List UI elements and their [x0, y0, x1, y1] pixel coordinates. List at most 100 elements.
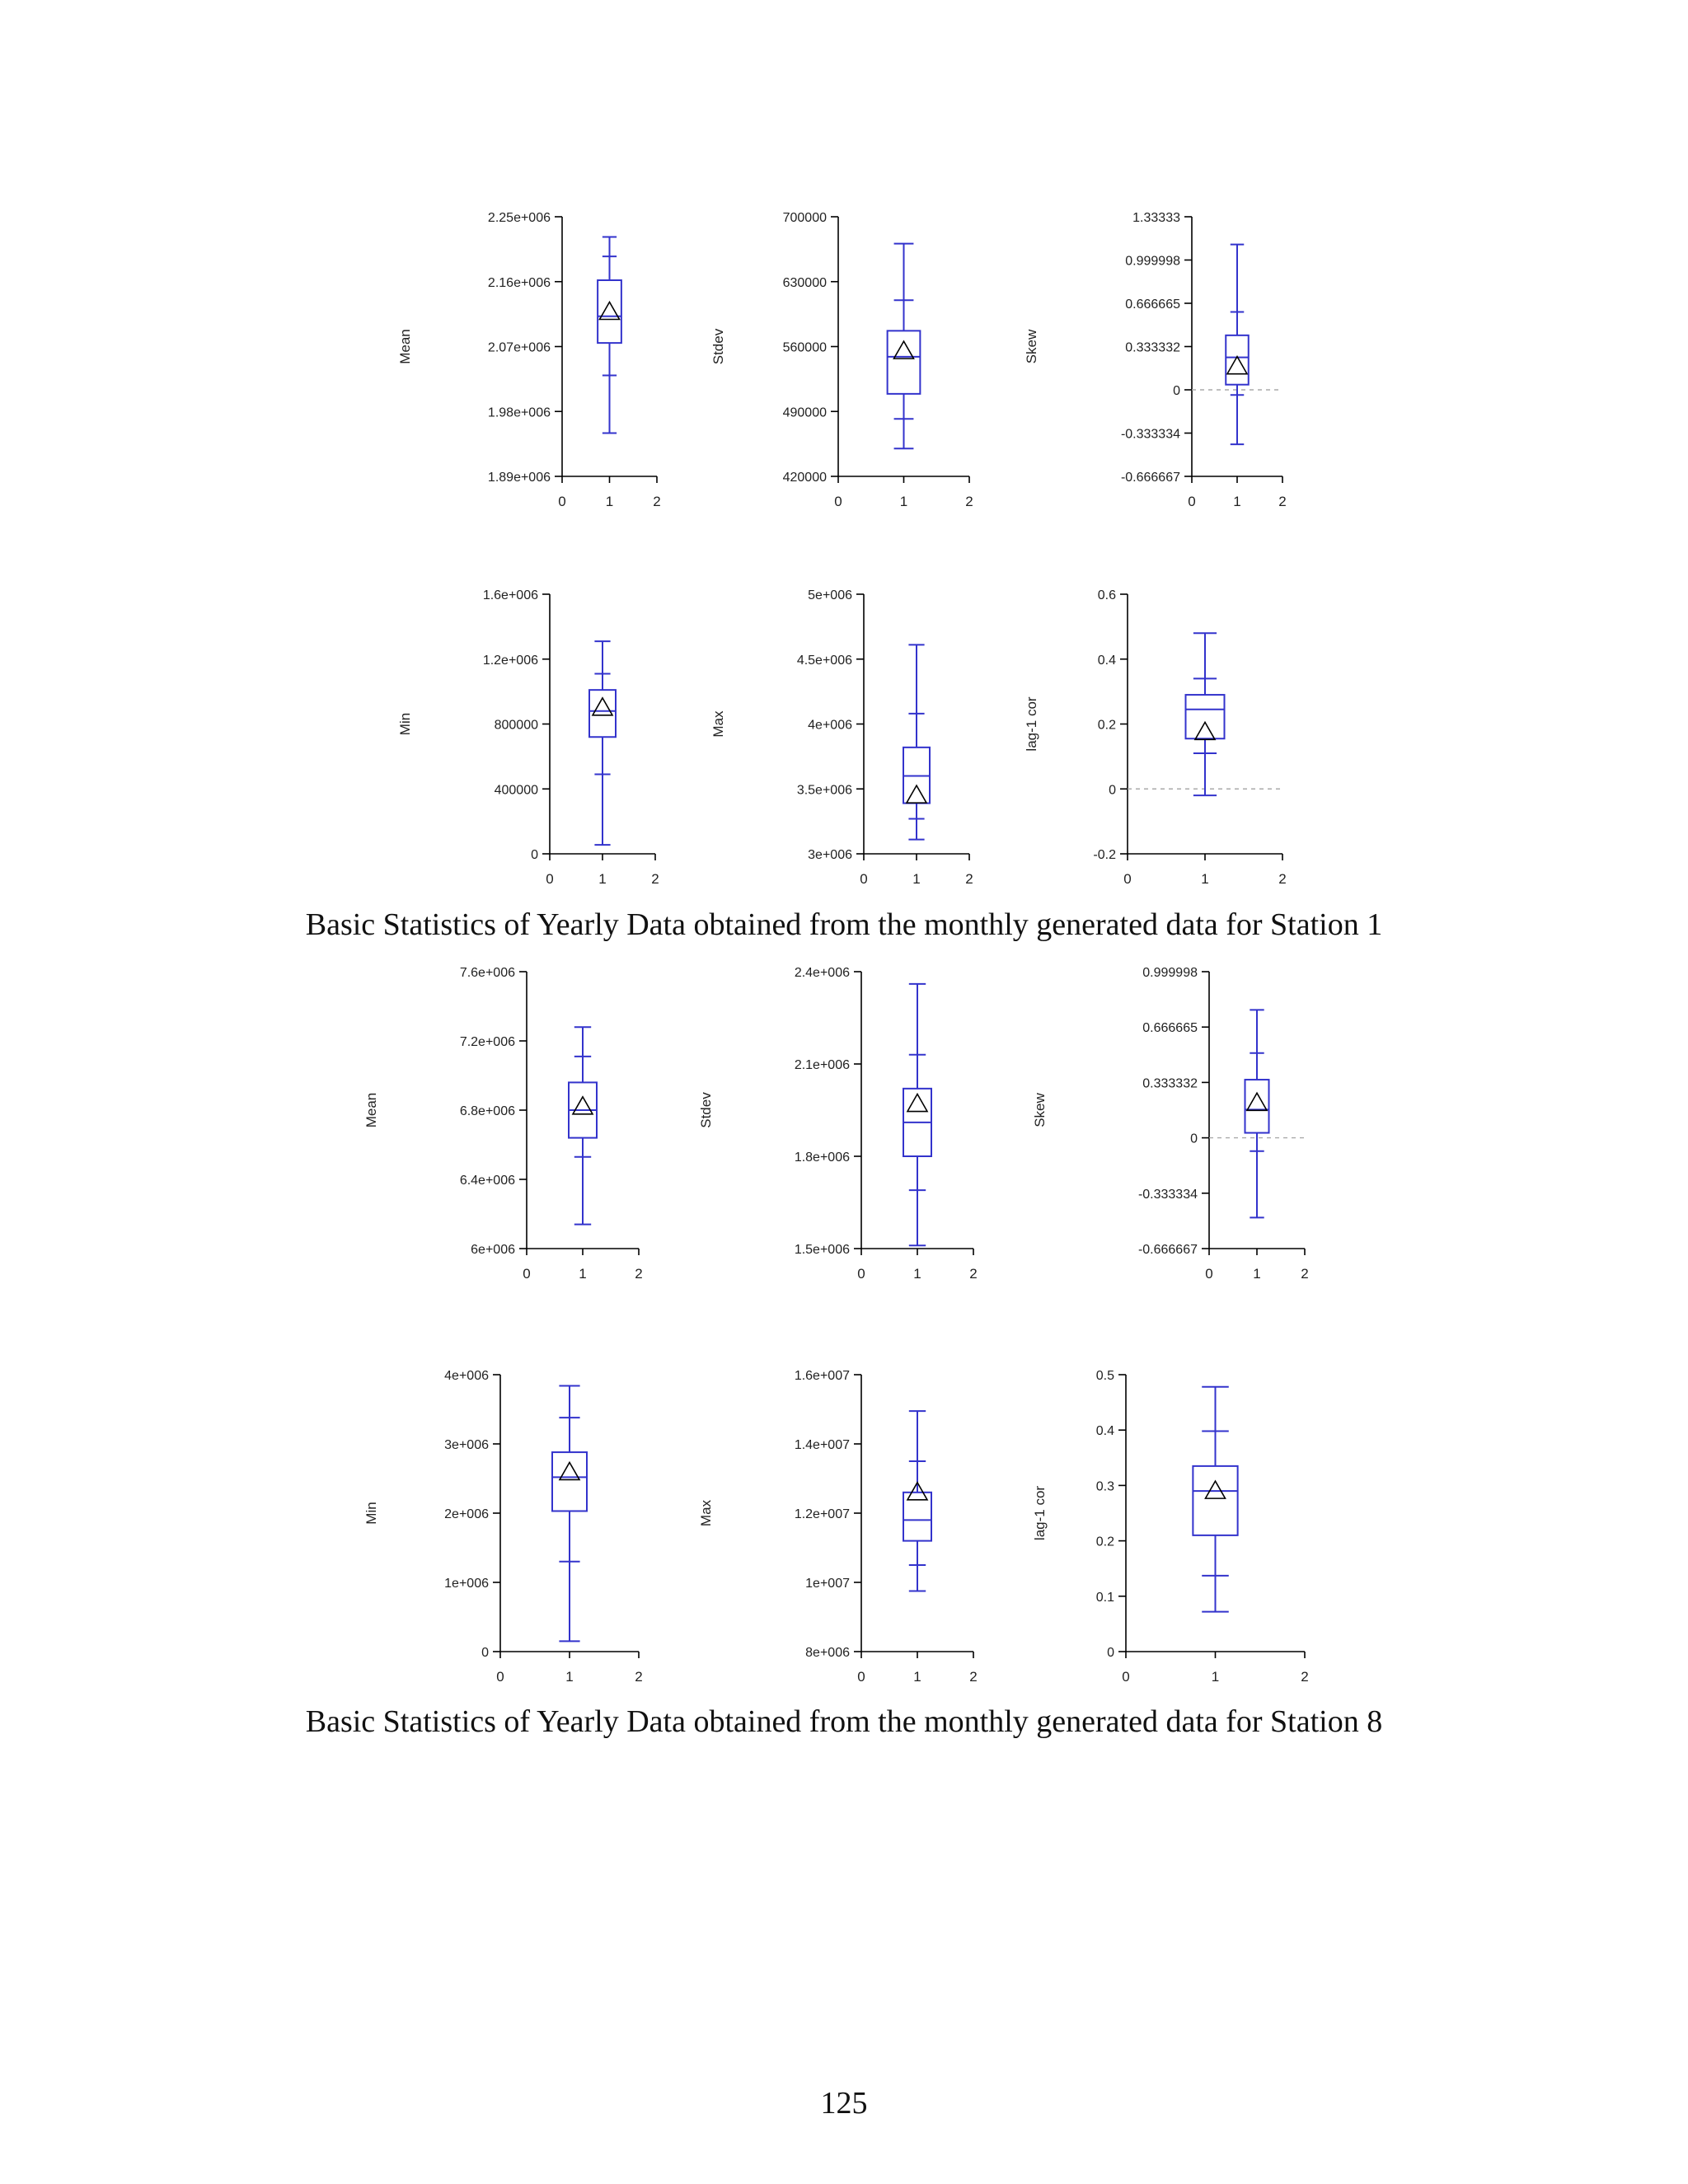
- x-tick-label: 1: [913, 1669, 921, 1685]
- x-tick-label: 1: [1201, 871, 1208, 887]
- y-axis-title: Max: [710, 710, 726, 738]
- y-tick-label: 2e+006: [444, 1507, 489, 1521]
- x-tick-label: 1: [912, 871, 920, 887]
- x-tick-label: 2: [653, 494, 660, 509]
- mean-marker: [571, 1095, 594, 1115]
- y-tick-label: 1e+006: [444, 1577, 489, 1591]
- y-tick-label: 0.4: [1098, 654, 1116, 668]
- x-tick-label: 1: [579, 1266, 586, 1282]
- y-tick-label: 560000: [783, 341, 827, 355]
- caption-station-1: Basic Statistics of Yearly Data obtained…: [305, 907, 1383, 942]
- y-tick-label: 2.25e+006: [488, 211, 551, 225]
- mean-marker: [591, 696, 614, 716]
- mean-marker: [905, 784, 928, 804]
- y-tick-label: 2.16e+006: [488, 276, 551, 290]
- y-tick-label: 1.4e+007: [795, 1438, 850, 1452]
- y-tick-label: 0.2: [1098, 719, 1116, 733]
- y-axis-title: Stdev: [710, 328, 726, 364]
- y-axis-title: Min: [363, 1502, 379, 1524]
- x-tick-label: 2: [965, 871, 973, 887]
- y-tick-label: 630000: [783, 276, 827, 290]
- y-axis-title: lag-1 cor: [1024, 696, 1039, 751]
- y-tick-label: -0.666667: [1121, 471, 1180, 485]
- y-tick-label: 1.5e+006: [795, 1243, 850, 1257]
- y-tick-label: 420000: [783, 471, 827, 485]
- x-tick-label: 0: [860, 871, 867, 887]
- x-tick-label: 2: [965, 494, 973, 509]
- x-tick-label: 0: [1205, 1266, 1212, 1282]
- y-tick-label: 2.07e+006: [488, 341, 551, 355]
- boxplot-panel: 1.89e+006 1.98e+006 2.07e+006 2.16e+006 2.25…: [397, 211, 661, 509]
- page-number: 125: [820, 2086, 868, 2121]
- boxplot-panel: 420000 490000 560000 630000 700000 0 1 2 Stdev: [710, 211, 973, 509]
- y-tick-label: 490000: [783, 405, 827, 419]
- x-tick-label: 1: [1212, 1669, 1219, 1685]
- mean-marker: [893, 340, 915, 359]
- y-tick-label: 800000: [495, 719, 538, 733]
- y-axis-title: Mean: [363, 1093, 379, 1128]
- x-tick-label: 1: [606, 494, 613, 509]
- x-tick-label: 2: [651, 871, 659, 887]
- boxplot-panel: 3e+006 3.5e+006 4e+006 4.5e+006 5e+006 0 1 2 Max: [710, 588, 973, 887]
- mean-marker: [1226, 355, 1249, 375]
- y-tick-label: 2.4e+006: [795, 966, 850, 980]
- mean-marker: [906, 1092, 929, 1113]
- x-tick-label: 1: [913, 1266, 921, 1282]
- y-tick-label: 4e+006: [808, 719, 852, 733]
- y-tick-label: 0.6: [1098, 588, 1116, 602]
- iqr-box: [551, 1451, 588, 1512]
- y-tick-label: -0.333334: [1138, 1188, 1198, 1202]
- y-axis-title: lag-1 cor: [1032, 1486, 1048, 1540]
- y-tick-label: 0: [1107, 1646, 1114, 1660]
- y-tick-label: 7.6e+006: [460, 966, 515, 980]
- y-tick-label: 400000: [495, 783, 538, 797]
- y-tick-label: -0.333334: [1121, 428, 1180, 442]
- iqr-box: [1184, 694, 1226, 740]
- mean-marker: [1193, 720, 1217, 741]
- x-tick-label: 2: [1278, 871, 1286, 887]
- y-axis-title: Stdev: [698, 1092, 714, 1128]
- y-axis-title: Skew: [1024, 329, 1039, 363]
- y-tick-label: 0: [481, 1646, 489, 1660]
- x-tick-label: 0: [1188, 494, 1195, 509]
- iqr-box: [597, 279, 622, 344]
- y-axis-title: Mean: [397, 329, 413, 364]
- mean-marker: [1245, 1091, 1268, 1112]
- boxplot-panel: -0.2 0 0.2 0.4 0.6 0 1 2 lag-1 cor: [1024, 588, 1287, 887]
- y-axis-title: Min: [397, 713, 413, 735]
- iqr-box: [588, 689, 617, 738]
- y-tick-label: 0: [1109, 783, 1116, 797]
- y-tick-label: 6e+006: [471, 1243, 515, 1257]
- y-tick-label: 0.1: [1096, 1591, 1114, 1605]
- x-tick-label: 1: [900, 494, 907, 509]
- boxplot-panel: -0.666667 -0.333334 0 0.333332 0.666665 0.999…: [1024, 211, 1287, 509]
- x-tick-label: 0: [857, 1669, 865, 1685]
- mean-marker: [558, 1460, 581, 1481]
- y-tick-label: 700000: [783, 211, 827, 225]
- y-tick-label: 4e+006: [444, 1369, 489, 1383]
- iqr-box: [903, 1491, 932, 1542]
- y-tick-label: 1.6e+007: [795, 1369, 850, 1383]
- x-tick-label: 2: [1301, 1266, 1308, 1282]
- y-tick-label: 0.666665: [1142, 1021, 1198, 1035]
- y-tick-label: 0.333332: [1142, 1076, 1198, 1090]
- y-tick-label: 1.98e+006: [488, 405, 551, 419]
- y-tick-label: 0: [1190, 1132, 1198, 1146]
- boxplot-panel: -0.666667 -0.333334 0 0.333332 0.666665 0.999…: [1032, 966, 1309, 1282]
- y-tick-label: 0: [531, 848, 538, 862]
- x-tick-label: 2: [969, 1669, 977, 1685]
- y-tick-label: 0.666665: [1125, 298, 1180, 312]
- boxplot-panel: 0 400000 800000 1.2e+006 1.6e+006 0 1 2 Min: [397, 588, 659, 887]
- boxplot-panel: 6e+006 6.4e+006 6.8e+006 7.2e+006 7.6e+006 0 1…: [363, 966, 643, 1282]
- y-tick-label: -0.2: [1093, 848, 1116, 862]
- x-tick-label: 0: [523, 1266, 530, 1282]
- boxplot-panel: 8e+006 1e+007 1.2e+007 1.4e+007 1.6e+007 0 1 2 M…: [698, 1369, 978, 1685]
- y-tick-label: 1e+007: [805, 1577, 850, 1591]
- boxplot-panel: 1.5e+006 1.8e+006 2.1e+006 2.4e+006 0 1 2 Stdev: [698, 966, 978, 1282]
- x-tick-label: 1: [1233, 494, 1240, 509]
- boxplot-panel: 0 1e+006 2e+006 3e+006 4e+006 0 1 2 Min: [363, 1369, 643, 1685]
- boxplot-panel: 0 0.1 0.2 0.3 0.4 0.5 0 1 2 lag-1 cor: [1032, 1369, 1309, 1685]
- mean-marker: [598, 300, 621, 321]
- y-tick-label: 0.999998: [1142, 966, 1198, 980]
- y-axis-title: Max: [698, 1499, 714, 1526]
